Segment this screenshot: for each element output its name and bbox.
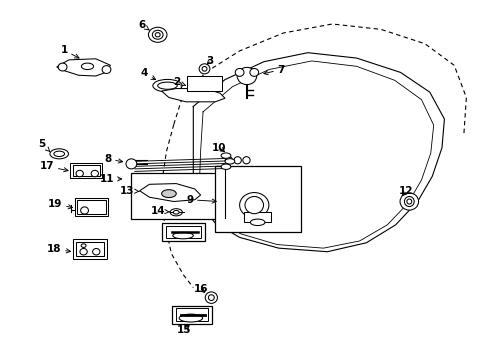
Ellipse shape xyxy=(208,295,214,301)
Ellipse shape xyxy=(173,211,179,214)
Ellipse shape xyxy=(58,63,67,71)
Ellipse shape xyxy=(155,33,160,37)
Text: 19: 19 xyxy=(48,199,72,210)
Bar xyxy=(244,212,271,222)
Polygon shape xyxy=(57,59,110,76)
Ellipse shape xyxy=(243,157,249,164)
Ellipse shape xyxy=(239,193,268,218)
Ellipse shape xyxy=(91,170,98,177)
Ellipse shape xyxy=(225,157,232,164)
Text: 1: 1 xyxy=(61,45,79,58)
Ellipse shape xyxy=(158,82,177,89)
Text: 14: 14 xyxy=(150,206,169,216)
Text: 16: 16 xyxy=(193,284,207,294)
Ellipse shape xyxy=(205,292,217,303)
Bar xyxy=(76,242,103,256)
Text: 8: 8 xyxy=(104,154,122,164)
Bar xyxy=(165,226,200,238)
Ellipse shape xyxy=(81,207,88,214)
Ellipse shape xyxy=(126,159,137,169)
Text: 2: 2 xyxy=(173,77,185,87)
Bar xyxy=(215,166,300,232)
Ellipse shape xyxy=(244,197,263,214)
Ellipse shape xyxy=(50,149,68,159)
Ellipse shape xyxy=(237,67,256,85)
Ellipse shape xyxy=(170,209,182,216)
Text: 10: 10 xyxy=(211,143,226,153)
Ellipse shape xyxy=(161,190,176,198)
Ellipse shape xyxy=(202,67,206,71)
Text: 18: 18 xyxy=(47,244,70,254)
Ellipse shape xyxy=(80,248,87,255)
Ellipse shape xyxy=(81,244,86,247)
Ellipse shape xyxy=(221,164,230,170)
Text: 12: 12 xyxy=(398,186,413,197)
Ellipse shape xyxy=(404,197,413,207)
Text: 3: 3 xyxy=(206,56,214,66)
Bar xyxy=(131,173,217,220)
Text: 17: 17 xyxy=(40,161,68,172)
Ellipse shape xyxy=(152,30,163,39)
Text: 7: 7 xyxy=(264,64,284,75)
Ellipse shape xyxy=(92,248,100,255)
Bar xyxy=(172,306,212,324)
Bar xyxy=(77,200,105,214)
Text: 15: 15 xyxy=(177,325,191,335)
Ellipse shape xyxy=(406,199,411,204)
Ellipse shape xyxy=(76,170,83,177)
Bar xyxy=(186,76,222,91)
Ellipse shape xyxy=(221,153,230,158)
Bar xyxy=(75,198,108,216)
Ellipse shape xyxy=(234,157,241,164)
Ellipse shape xyxy=(102,66,111,73)
Text: 4: 4 xyxy=(141,68,155,80)
Ellipse shape xyxy=(235,68,244,76)
Ellipse shape xyxy=(153,80,182,92)
Ellipse shape xyxy=(54,151,64,157)
Polygon shape xyxy=(161,89,224,102)
Ellipse shape xyxy=(249,68,258,76)
Bar xyxy=(73,239,107,259)
Polygon shape xyxy=(140,184,200,202)
Ellipse shape xyxy=(148,27,166,42)
Bar xyxy=(73,165,100,176)
Ellipse shape xyxy=(81,63,93,69)
Text: 11: 11 xyxy=(100,174,122,184)
Ellipse shape xyxy=(179,314,202,322)
Ellipse shape xyxy=(399,193,418,210)
Ellipse shape xyxy=(224,159,234,164)
Text: 5: 5 xyxy=(39,139,50,152)
Ellipse shape xyxy=(199,64,209,74)
Bar xyxy=(176,309,208,321)
Text: 6: 6 xyxy=(138,20,149,30)
Ellipse shape xyxy=(250,219,264,226)
Text: 13: 13 xyxy=(120,186,139,196)
Bar xyxy=(161,223,204,241)
Text: 9: 9 xyxy=(186,195,216,205)
Ellipse shape xyxy=(172,232,193,239)
Bar xyxy=(70,163,102,178)
